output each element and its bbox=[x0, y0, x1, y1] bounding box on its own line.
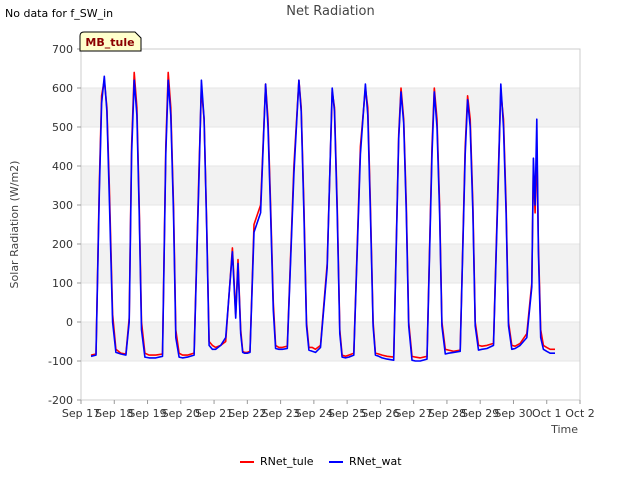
y-tick-label: -200 bbox=[48, 394, 73, 407]
legend-label: RNet_tule bbox=[260, 455, 314, 468]
y-tick-label: 400 bbox=[52, 160, 73, 173]
series-layer bbox=[90, 71, 555, 362]
x-tick-label: Oct 2 bbox=[565, 407, 595, 420]
plot-frame bbox=[80, 48, 581, 401]
y-tick-label: 300 bbox=[52, 199, 73, 212]
series-line-RNet_wat bbox=[90, 75, 555, 362]
y-tick-label: 600 bbox=[52, 82, 73, 95]
y-tick-label: 200 bbox=[52, 238, 73, 251]
station-badge: MB_tule bbox=[79, 31, 142, 52]
x-axis-label: Time bbox=[550, 423, 578, 436]
y-tick-label: 100 bbox=[52, 277, 73, 290]
x-tick-label: Sep 18 bbox=[95, 407, 133, 420]
y-tick-label: 0 bbox=[66, 316, 73, 329]
x-tick-label: Sep 22 bbox=[228, 407, 266, 420]
x-tick-label: Sep 29 bbox=[461, 407, 499, 420]
y-band bbox=[81, 244, 580, 283]
x-tick-label: Sep 20 bbox=[162, 407, 200, 420]
station-badge-box bbox=[79, 31, 142, 52]
x-tick-label: Sep 25 bbox=[328, 407, 366, 420]
x-tick-label: Sep 28 bbox=[428, 407, 466, 420]
y-tick-label: 700 bbox=[52, 43, 73, 56]
x-tick-label: Sep 17 bbox=[62, 407, 100, 420]
station-badge-label: MB_tule bbox=[85, 36, 134, 49]
x-tick-label: Sep 24 bbox=[295, 407, 333, 420]
x-tick-label: Sep 19 bbox=[128, 407, 166, 420]
x-tick-label: Sep 30 bbox=[494, 407, 532, 420]
x-tick-label: Sep 23 bbox=[261, 407, 299, 420]
legend: RNet_tule RNet_wat bbox=[240, 455, 402, 468]
y-axis: -200 -100 0 100 200 300 400 500 600 700 bbox=[48, 43, 81, 407]
y-tick-label: 500 bbox=[52, 121, 73, 134]
x-tick-label: Oct 1 bbox=[532, 407, 562, 420]
no-data-note: No data for f_SW_in bbox=[5, 7, 114, 20]
y-tick-label: -100 bbox=[48, 355, 73, 368]
x-tick-label: Sep 26 bbox=[361, 407, 399, 420]
x-tick-label: Sep 27 bbox=[395, 407, 433, 420]
chart-title: Net Radiation bbox=[286, 4, 374, 19]
x-tick-label: Sep 21 bbox=[195, 407, 233, 420]
legend-label: RNet_wat bbox=[349, 455, 402, 468]
y-band bbox=[81, 322, 580, 361]
y-axis-label: Solar Radiation (W/m2) bbox=[8, 161, 21, 289]
